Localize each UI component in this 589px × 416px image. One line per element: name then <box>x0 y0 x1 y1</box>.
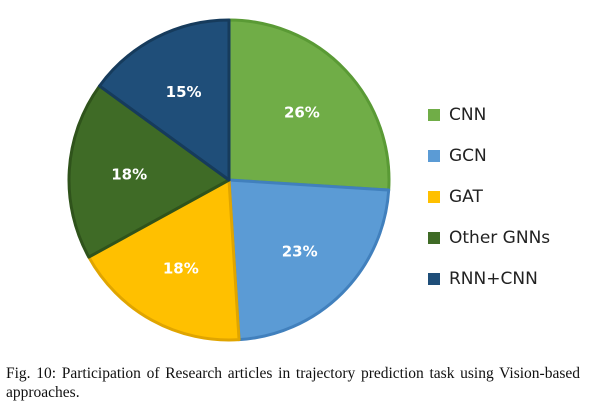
legend: CNN GCN GAT Other GNNs RNN+CNN <box>428 94 550 299</box>
data-label-gcn: 23% <box>282 243 318 261</box>
legend-swatch-rnn-cnn <box>428 272 440 285</box>
pie-chart: 26% 23% 18% 18% 15% <box>67 18 391 342</box>
legend-item-gat: GAT <box>428 176 550 217</box>
legend-label-cnn: CNN <box>449 104 487 125</box>
legend-label-gcn: GCN <box>449 145 487 166</box>
legend-swatch-cnn <box>428 108 440 121</box>
figure-caption: Fig. 10: Participation of Research artic… <box>6 365 580 401</box>
legend-label-other-gnns: Other GNNs <box>449 227 551 248</box>
pie-slice-other-gnns <box>67 84 231 259</box>
legend-item-gcn: GCN <box>428 135 550 176</box>
legend-label-rnn-cnn: RNN+CNN <box>449 268 538 289</box>
legend-swatch-gat <box>428 190 440 203</box>
legend-item-cnn: CNN <box>428 94 550 135</box>
pie-slice-cnn <box>227 18 391 192</box>
legend-label-gat: GAT <box>449 186 483 207</box>
data-label-other-gnns: 18% <box>111 166 147 184</box>
pie-slice-rnn-cnn <box>98 18 231 182</box>
data-label-gat: 18% <box>163 260 199 278</box>
legend-swatch-gcn <box>428 149 440 162</box>
legend-item-other-gnns: Other GNNs <box>428 217 550 258</box>
pie-slice-gcn <box>227 178 391 342</box>
pie-slice-gat <box>87 178 241 342</box>
data-label-cnn: 26% <box>284 104 320 122</box>
legend-swatch-other-gnns <box>428 231 440 244</box>
legend-item-rnn-cnn: RNN+CNN <box>428 258 550 299</box>
data-label-rnn-cnn: 15% <box>166 83 202 101</box>
